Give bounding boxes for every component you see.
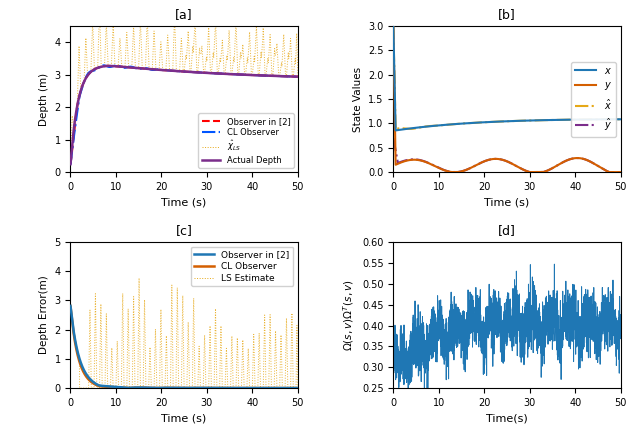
- $y$: [456, 169, 464, 174]
- $\hat{y}$: [456, 169, 464, 174]
- $\hat{y}$: [617, 170, 625, 175]
- $y$: [398, 160, 406, 165]
- Y-axis label: $\Omega(s,v)\Omega^T(s,v)$: $\Omega(s,v)\Omega^T(s,v)$: [342, 279, 356, 351]
- Legend: Observer in [2], CL Observer, LS Estimate: Observer in [2], CL Observer, LS Estimat…: [191, 247, 293, 286]
- $\hat{y}$: [390, 136, 397, 141]
- $y$: [448, 170, 456, 175]
- $\hat{x}$: [434, 123, 442, 128]
- $x$: [411, 125, 419, 130]
- $y$: [617, 170, 625, 175]
- $x$: [434, 123, 442, 128]
- Title: [d]: [d]: [498, 224, 516, 237]
- $y$: [434, 165, 442, 170]
- Title: [a]: [a]: [175, 8, 193, 21]
- Title: [b]: [b]: [498, 8, 516, 21]
- X-axis label: Time (s): Time (s): [484, 198, 530, 208]
- $\hat{y}$: [411, 157, 419, 162]
- $y$: [507, 160, 515, 166]
- $\hat{x}$: [456, 121, 464, 126]
- Y-axis label: Depth (m): Depth (m): [39, 72, 49, 126]
- $x$: [392, 128, 399, 133]
- $\hat{x}$: [398, 126, 406, 131]
- Line: $x$: $x$: [394, 26, 621, 130]
- Title: [c]: [c]: [176, 224, 193, 237]
- $x$: [390, 24, 397, 29]
- $\hat{y}$: [398, 159, 406, 164]
- $\hat{x}$: [392, 127, 399, 132]
- X-axis label: Time(s): Time(s): [486, 413, 528, 423]
- Legend: Observer in [2], CL Observer, $\hat{\chi}_{LS}$, Actual Depth: Observer in [2], CL Observer, $\hat{\chi…: [198, 113, 294, 168]
- $\hat{x}$: [390, 24, 397, 29]
- Line: $y$: $y$: [394, 26, 621, 172]
- Y-axis label: State Values: State Values: [353, 67, 363, 132]
- X-axis label: Time (s): Time (s): [161, 198, 207, 208]
- $x$: [398, 127, 406, 132]
- $x$: [507, 119, 515, 124]
- $\hat{x}$: [411, 126, 419, 131]
- Line: $\hat{y}$: $\hat{y}$: [394, 138, 621, 172]
- X-axis label: Time (s): Time (s): [161, 413, 207, 423]
- $x$: [433, 123, 441, 128]
- $\hat{y}$: [434, 165, 442, 170]
- $\hat{y}$: [507, 160, 515, 166]
- $\hat{x}$: [507, 119, 515, 124]
- $\hat{x}$: [617, 117, 625, 122]
- $y$: [390, 24, 397, 29]
- $y$: [411, 157, 419, 162]
- $y$: [433, 164, 441, 170]
- Y-axis label: Depth Error(m): Depth Error(m): [39, 276, 49, 354]
- $x$: [617, 117, 625, 122]
- Line: $\hat{x}$: $\hat{x}$: [394, 26, 621, 129]
- $x$: [456, 121, 464, 126]
- $\hat{x}$: [433, 123, 441, 128]
- $\hat{y}$: [433, 164, 441, 170]
- Legend: $x$, $y$, $\hat{x}$, $\hat{y}$: $x$, $y$, $\hat{x}$, $\hat{y}$: [571, 62, 616, 136]
